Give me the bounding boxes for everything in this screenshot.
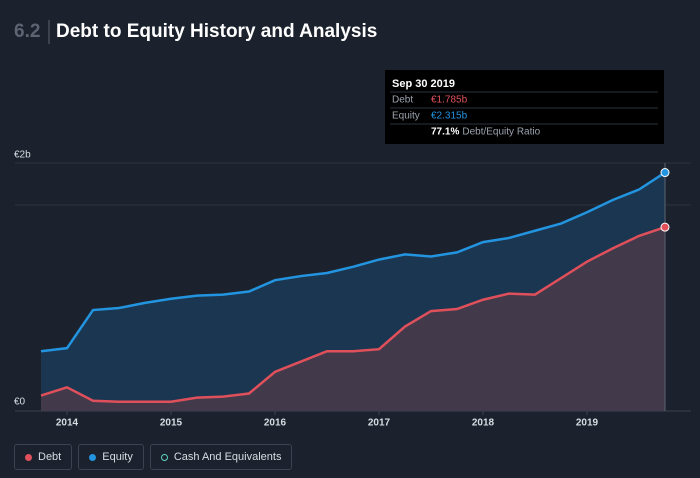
- tooltip-value: €2.315b: [431, 111, 468, 122]
- legend-item[interactable]: Equity: [78, 444, 144, 470]
- legend-item[interactable]: Debt: [14, 444, 73, 470]
- tooltip-date: Sep 30 2019: [392, 78, 455, 90]
- section-number: 6.2: [14, 21, 40, 42]
- legend: Debt Equity Cash And Equivalents: [14, 444, 293, 470]
- line: [40, 225, 666, 403]
- end-point: [660, 222, 670, 232]
- x-tick-label: 2016: [264, 418, 287, 429]
- x-tick-label: 2018: [472, 418, 495, 429]
- area: [41, 227, 665, 411]
- legend-item[interactable]: Cash And Equivalents: [149, 444, 293, 470]
- tooltip-ratio-label: Debt/Equity Ratio: [462, 127, 540, 138]
- legend-label: Debt: [38, 451, 62, 463]
- x-tick-label: 2019: [576, 418, 599, 429]
- x-tick-label: 2015: [160, 418, 183, 429]
- x-tick-label: 2017: [368, 418, 391, 429]
- legend-label: Cash And Equivalents: [173, 451, 282, 463]
- line: [40, 171, 666, 353]
- y-tick-label: €2b: [14, 150, 31, 161]
- tooltip-ratio: 77.1%: [431, 127, 459, 138]
- x-tick-label: 2014: [56, 418, 79, 429]
- tooltip-value: €1.785b: [431, 95, 468, 106]
- legend-swatch: [89, 453, 97, 461]
- tooltip-label: Equity: [392, 111, 420, 122]
- y-tick-label: €0: [14, 397, 26, 408]
- chart-title: Debt to Equity History and Analysis: [56, 21, 377, 42]
- legend-label: Equity: [102, 451, 133, 463]
- end-point: [660, 168, 670, 178]
- legend-swatch: [160, 453, 168, 461]
- tooltip-box: [385, 70, 664, 144]
- tooltip-label: Debt: [392, 95, 413, 106]
- legend-swatch: [25, 453, 32, 461]
- tooltip: Sep 30 2019 Debt €1.785b Equity €2.315b 77.1%…: [385, 70, 664, 144]
